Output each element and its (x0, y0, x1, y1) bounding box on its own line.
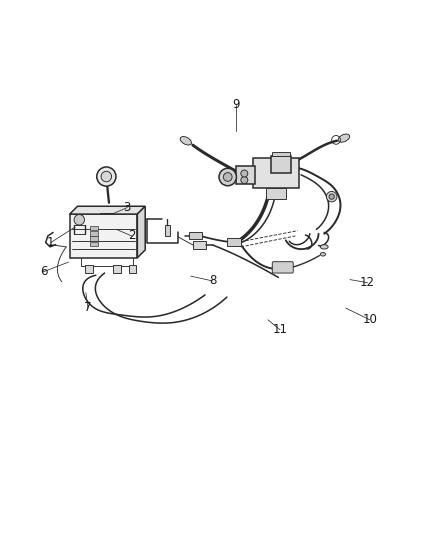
Ellipse shape (338, 134, 350, 142)
Bar (266, 188, 286, 199)
Text: 12: 12 (360, 276, 375, 289)
Bar (129, 265, 137, 273)
Circle shape (223, 173, 232, 181)
Text: 2: 2 (128, 229, 135, 243)
Bar (227, 238, 241, 246)
Bar (90, 236, 99, 241)
Text: 6: 6 (40, 265, 47, 278)
Bar (90, 241, 99, 246)
Ellipse shape (320, 245, 328, 249)
Text: 10: 10 (362, 313, 377, 326)
Circle shape (329, 194, 334, 199)
Bar (193, 241, 206, 249)
Circle shape (219, 168, 237, 185)
Bar (70, 214, 138, 258)
Circle shape (97, 167, 116, 186)
Text: 7: 7 (84, 302, 92, 314)
Circle shape (241, 176, 248, 183)
Bar (85, 265, 93, 273)
Text: 8: 8 (209, 274, 216, 287)
Bar (165, 225, 170, 236)
Bar (271, 156, 291, 173)
Bar (253, 158, 299, 188)
Text: 11: 11 (272, 324, 288, 336)
Polygon shape (138, 206, 145, 258)
Circle shape (326, 191, 337, 202)
Circle shape (101, 171, 112, 182)
Polygon shape (70, 206, 145, 214)
Bar (189, 232, 201, 239)
Ellipse shape (180, 136, 191, 145)
Circle shape (74, 215, 85, 225)
Ellipse shape (320, 253, 325, 256)
Bar (90, 226, 99, 230)
Bar (90, 231, 99, 236)
Text: 3: 3 (124, 201, 131, 214)
Bar (237, 166, 255, 184)
Bar (113, 265, 121, 273)
Text: 1: 1 (47, 236, 55, 249)
Text: 9: 9 (233, 99, 240, 111)
Circle shape (241, 170, 248, 177)
FancyBboxPatch shape (272, 262, 293, 273)
Bar (272, 152, 290, 156)
